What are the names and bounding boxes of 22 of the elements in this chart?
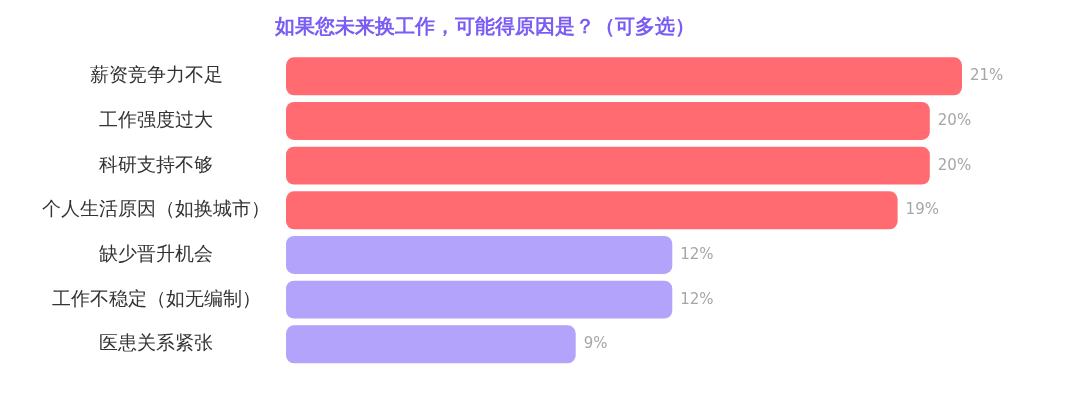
y-tick-label: 缺少晋升机会 (99, 241, 213, 264)
bar (286, 102, 930, 140)
y-tick-label: 薪资竞争力不足 (89, 63, 223, 86)
data-label: 21% (970, 66, 1004, 85)
bar (286, 280, 673, 319)
bar (286, 146, 930, 185)
y-tick-label: 科研支持不够 (99, 152, 213, 175)
data-label: 12% (680, 289, 714, 308)
y-tick-label: 工作强度过大 (99, 107, 213, 130)
bar (286, 57, 962, 96)
data-label: 12% (680, 244, 714, 263)
data-label: 19% (905, 200, 939, 219)
y-tick-label: 工作不稳定（如无编制） (51, 286, 261, 309)
chart-title: 如果您未来换工作，可能得原因是？（可多选） (274, 14, 695, 39)
y-tick-label: 个人生活原因（如换城市） (42, 197, 270, 220)
data-label: 20% (937, 155, 972, 174)
bar (286, 191, 898, 230)
y-tick-label: 医患关系紧张 (99, 331, 213, 354)
data-label: 20% (937, 110, 972, 129)
bar (286, 325, 576, 364)
bar (286, 235, 673, 274)
data-label: 9% (583, 334, 608, 353)
